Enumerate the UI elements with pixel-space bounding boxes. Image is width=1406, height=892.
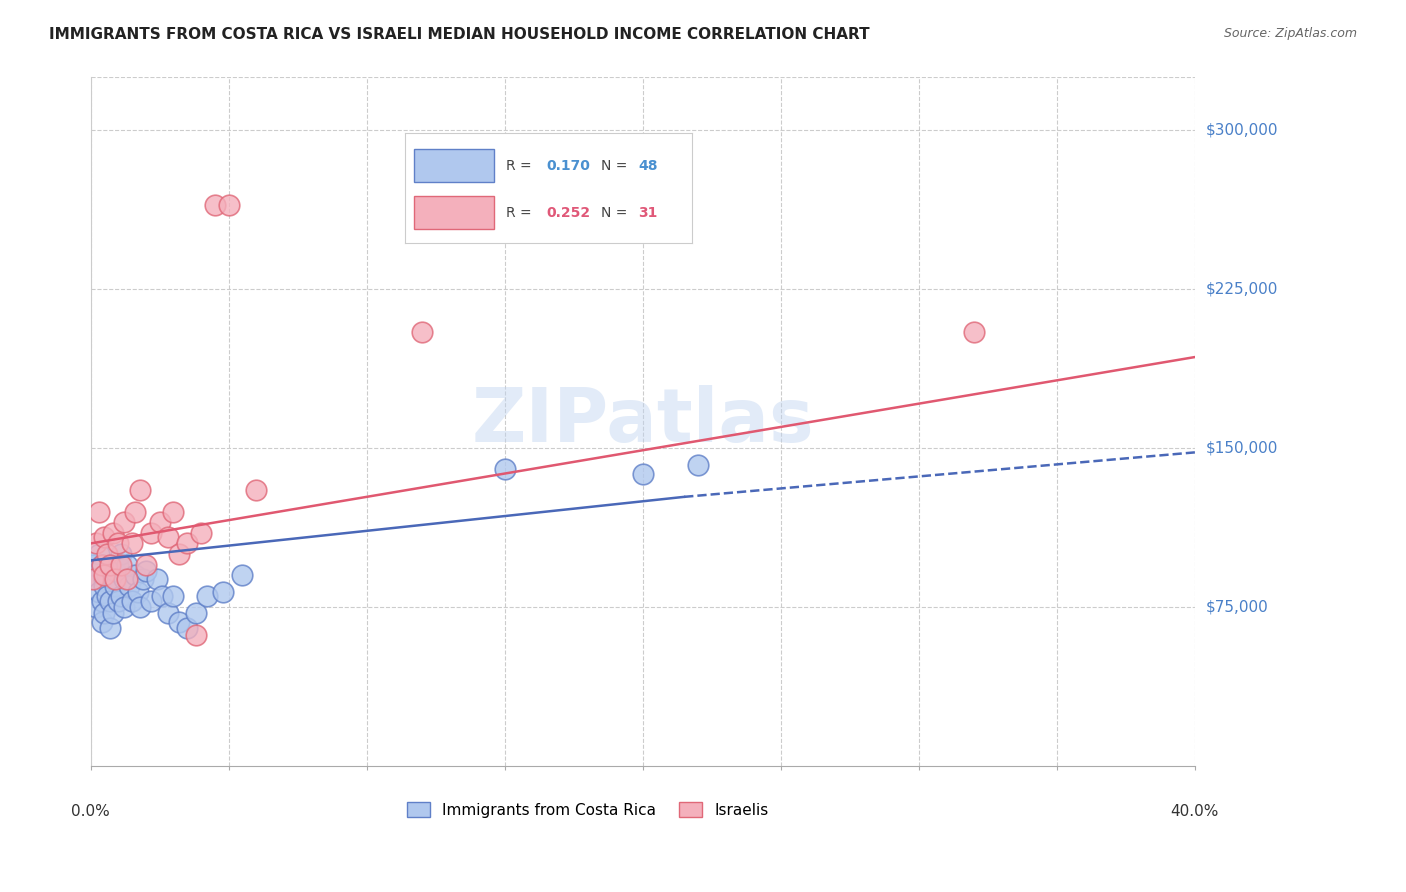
Point	[90, 593, 112, 607]
Point	[411, 325, 433, 339]
Point	[115, 558, 138, 572]
Point	[98, 558, 121, 572]
Point	[146, 573, 169, 587]
Point	[96, 547, 118, 561]
Text: IMMIGRANTS FROM COSTA RICA VS ISRAELI MEDIAN HOUSEHOLD INCOME CORRELATION CHART: IMMIGRANTS FROM COSTA RICA VS ISRAELI ME…	[49, 27, 870, 42]
Point	[141, 593, 163, 607]
Point	[98, 621, 121, 635]
Text: $150,000: $150,000	[1206, 441, 1278, 456]
Point	[218, 197, 240, 211]
Point	[135, 564, 157, 578]
Point	[84, 573, 107, 587]
Point	[176, 536, 198, 550]
Point	[176, 621, 198, 635]
Point	[963, 325, 986, 339]
Point	[204, 197, 226, 211]
Point	[93, 530, 115, 544]
Point	[90, 558, 112, 572]
Point	[93, 568, 115, 582]
Legend: Immigrants from Costa Rica, Israelis: Immigrants from Costa Rica, Israelis	[401, 796, 775, 823]
Point	[184, 627, 207, 641]
Point	[93, 573, 115, 587]
Point	[90, 558, 112, 572]
Point	[110, 558, 132, 572]
Point	[107, 536, 129, 550]
Point	[121, 593, 143, 607]
Point	[124, 505, 146, 519]
Point	[631, 467, 654, 481]
Point	[87, 547, 110, 561]
Point	[127, 585, 149, 599]
Point	[245, 483, 267, 498]
Point	[101, 607, 124, 621]
Point	[82, 573, 104, 587]
Point	[195, 590, 218, 604]
Point	[93, 607, 115, 621]
Point	[231, 568, 253, 582]
Text: 0.0%: 0.0%	[72, 804, 110, 819]
Point	[115, 573, 138, 587]
Point	[110, 547, 132, 561]
Point	[132, 573, 155, 587]
Point	[82, 558, 104, 572]
Point	[118, 579, 141, 593]
Point	[162, 505, 184, 519]
Point	[112, 516, 135, 530]
Point	[112, 573, 135, 587]
Point	[190, 525, 212, 540]
Point	[84, 536, 107, 550]
Point	[162, 590, 184, 604]
Point	[167, 615, 190, 629]
Text: 40.0%: 40.0%	[1171, 804, 1219, 819]
Point	[167, 547, 190, 561]
Point	[152, 590, 174, 604]
Point	[107, 593, 129, 607]
Point	[112, 599, 135, 614]
Point	[121, 536, 143, 550]
Point	[141, 525, 163, 540]
Text: $300,000: $300,000	[1206, 123, 1278, 138]
Text: $75,000: $75,000	[1206, 599, 1268, 615]
Text: ZIPatlas: ZIPatlas	[471, 385, 814, 458]
Point	[156, 530, 179, 544]
Point	[101, 573, 124, 587]
Point	[87, 505, 110, 519]
Point	[104, 573, 127, 587]
Point	[110, 590, 132, 604]
Text: $225,000: $225,000	[1206, 282, 1278, 297]
Point	[129, 483, 152, 498]
Point	[84, 599, 107, 614]
Text: Source: ZipAtlas.com: Source: ZipAtlas.com	[1223, 27, 1357, 40]
Point	[87, 585, 110, 599]
Point	[156, 607, 179, 621]
Point	[124, 568, 146, 582]
Point	[104, 564, 127, 578]
Point	[212, 585, 235, 599]
Point	[494, 462, 516, 476]
Point	[107, 558, 129, 572]
Point	[135, 558, 157, 572]
Point	[96, 590, 118, 604]
Point	[104, 579, 127, 593]
Point	[129, 599, 152, 614]
Point	[101, 525, 124, 540]
Point	[149, 516, 172, 530]
Point	[184, 607, 207, 621]
Point	[98, 593, 121, 607]
Point	[96, 568, 118, 582]
Point	[686, 458, 709, 472]
Point	[93, 579, 115, 593]
Point	[98, 558, 121, 572]
Point	[90, 615, 112, 629]
